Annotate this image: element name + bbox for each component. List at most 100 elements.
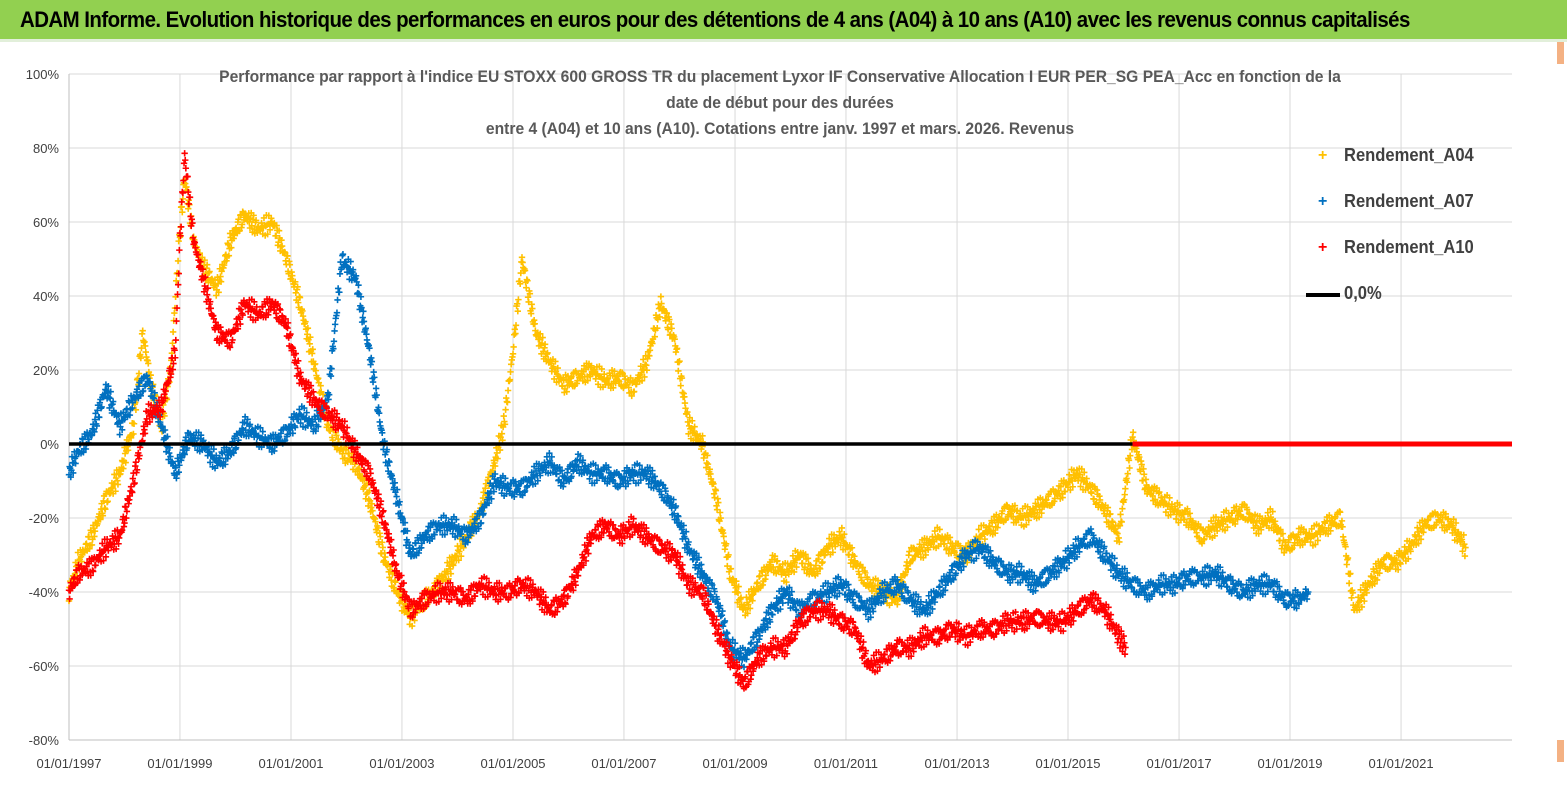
rendement-a04-point [99,512,107,519]
rendement-a07-point [181,451,188,458]
rendement-a04-point [720,533,727,540]
rendement-a04-point [527,310,535,317]
rendement-a04-point [1373,576,1381,584]
rendement-a04-point [319,391,327,398]
rendement-a07-point [259,428,266,435]
rendement-a04-point [1394,566,1402,573]
rendement-a07-point [129,399,137,406]
rendement-a04-point [411,617,418,624]
rendement-a04-point [733,577,740,585]
rendement-a04-point [785,570,792,578]
rendement-a04-point [277,243,285,251]
rendement-a04-point [365,496,373,503]
rendement-a10-point [181,150,188,157]
rendement-a07-point [129,404,136,412]
rendement-a04-point [137,354,145,362]
rendement-a04-point [1345,580,1353,587]
rendement-a04-point [643,367,651,374]
rendement-a04-point [1059,494,1066,501]
rendement-a04-point [479,494,487,502]
rendement-a04-point [793,563,800,571]
rendement-a04-point [862,569,869,577]
rendement-a04-point [946,534,954,541]
rendement-a04-point [516,280,524,287]
x-tick-label: 01/01/2015 [1035,756,1100,771]
rendement-a04-point [1336,509,1344,516]
rendement-a04-point [924,546,932,553]
rendement-a04-point [1393,556,1400,564]
rendement-a04-point [380,557,388,564]
rendement-a04-point [1201,535,1208,543]
rendement-a04-point [302,318,309,325]
rendement-a07-point [336,270,344,277]
y-tick-label: 0% [40,437,59,452]
rendement-a04-point [408,622,416,630]
rendement-a04-point [699,432,706,440]
rendement-a07-point [271,447,278,455]
rendement-a07-point [150,395,158,402]
rendement-a04-point [278,242,286,250]
rendement-a04-point [304,324,312,332]
rendement-a04-point [91,527,99,535]
rendement-a04-point [529,305,536,312]
rendement-a04-point [317,382,324,389]
rendement-a04-point [550,363,557,370]
rendement-a04-point [132,406,140,414]
rendement-a04-point [662,317,669,324]
rendement-a04-point [225,252,233,259]
rendement-a04-point [1213,527,1221,535]
rendement-a04-point [986,523,993,530]
rendement-a04-point [1124,470,1131,477]
rendement-a04-point [104,498,111,505]
rendement-a04-point [941,540,948,548]
rendement-a04-point [1224,523,1231,531]
rendement-a04-point [704,460,712,468]
rendement-a04-point [309,346,316,353]
rendement-a04-point [218,268,225,275]
rendement-a04-point [307,334,314,341]
rendement-a04-point [600,371,608,378]
rendement-a04-point [1023,521,1030,528]
rendement-a04-point [671,336,678,343]
rendement-a04-point [1368,573,1375,580]
rendement-a07-point [197,432,205,439]
rendement-a04-point [456,548,463,555]
rendement-a04-point [783,578,790,586]
rendement-a04-point [874,577,882,584]
rendement-a04-point [691,423,698,430]
rendement-a07-point [359,314,366,321]
rendement-a04-point [906,548,913,555]
rendement-a04-point [333,432,340,439]
rendement-a04-point [769,563,777,571]
rendement-a07-point [183,444,191,452]
rendement-a04-point [684,418,692,426]
rendement-a04-point [455,557,462,564]
rendement-a04-point [1301,538,1309,546]
rendement-a04-point [444,559,451,566]
rendement-a04-point [120,465,127,472]
rendement-a04-point [1314,537,1321,544]
rendement-a04-point [859,564,867,571]
rendement-a04-point [756,572,764,580]
rendement-a04-point [1081,469,1088,476]
rendement-a04-point [457,552,465,560]
rendement-a04-point [604,375,612,382]
rendement-a04-point [1069,483,1076,490]
rendement-a04-point [311,360,319,368]
rendement-a04-point [511,331,518,338]
rendement-a04-point [651,333,659,340]
rendement-a04-point [1407,548,1414,555]
rendement-a04-point [1348,594,1355,602]
rendement-a04-point [1114,530,1121,537]
rendement-a04-point [1269,508,1276,515]
rendement-a10-point [176,246,183,254]
rendement-a04-point [392,578,399,586]
rendement-a04-point [826,535,833,542]
rendement-a04-point [109,484,116,491]
rendement-a07-point [85,436,93,443]
rendement-a04-point [762,572,770,579]
rendement-a04-point [514,308,522,315]
rendement-a04-point [538,340,546,347]
rendement-a07-point [72,460,79,467]
rendement-a04-point [1067,486,1074,494]
